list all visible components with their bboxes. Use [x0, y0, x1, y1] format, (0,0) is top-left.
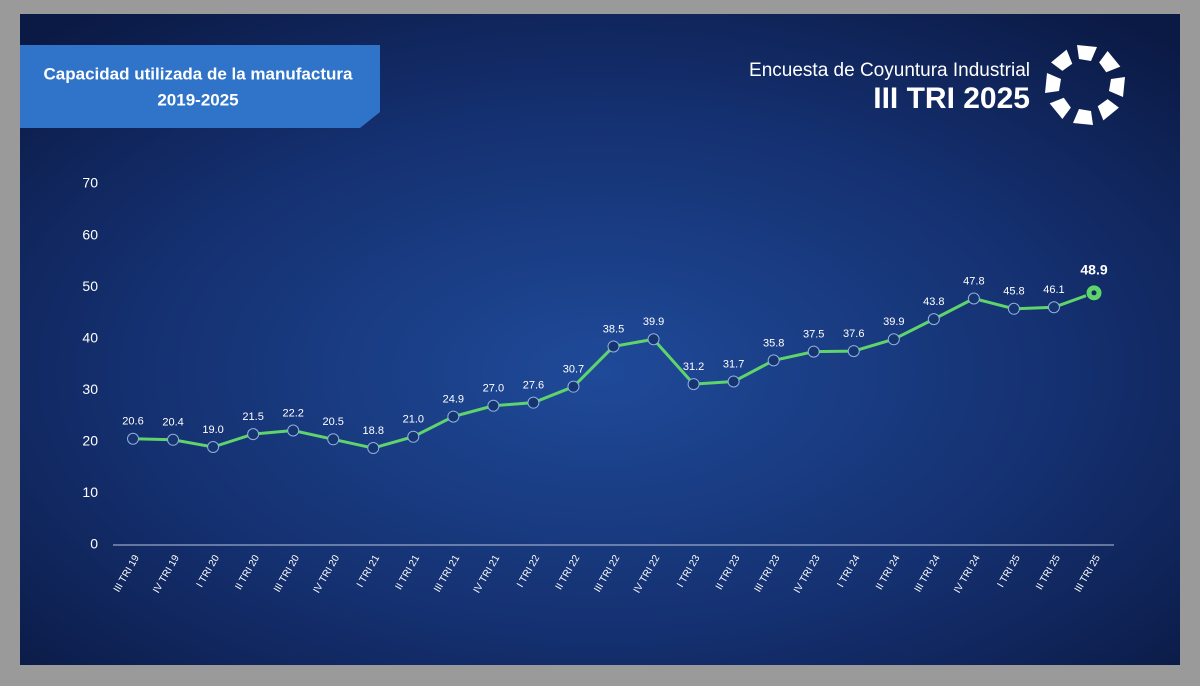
value-label: 38.5 — [603, 323, 624, 335]
value-label: 20.5 — [322, 416, 343, 428]
chart-subtitle: 2019-2025 — [157, 90, 238, 109]
data-point — [407, 430, 420, 443]
header-period: III TRI 2025 — [873, 82, 1030, 115]
value-label: 37.5 — [803, 329, 824, 341]
value-label: 48.9 — [1080, 262, 1107, 278]
data-point — [807, 345, 820, 358]
value-label: 35.8 — [763, 337, 784, 349]
chart-title: Capacidad utilizada de la manufactura — [44, 64, 353, 83]
value-label: 24.9 — [443, 393, 464, 405]
value-label: 19.0 — [202, 424, 223, 436]
data-point — [647, 333, 660, 346]
data-point — [447, 410, 460, 423]
value-label: 27.6 — [523, 380, 544, 392]
data-point — [367, 442, 380, 455]
data-point — [327, 433, 340, 446]
data-point — [767, 354, 780, 367]
value-label: 20.4 — [162, 417, 183, 429]
value-label: 46.1 — [1043, 284, 1064, 296]
value-label: 20.6 — [122, 416, 143, 428]
value-label: 27.0 — [483, 383, 504, 395]
value-label: 43.8 — [923, 296, 944, 308]
value-label: 18.8 — [363, 425, 384, 437]
logo — [1045, 45, 1125, 125]
y-tick-label: 40 — [82, 329, 98, 345]
data-point — [127, 432, 139, 445]
data-point — [887, 333, 900, 346]
data-point — [687, 378, 700, 391]
y-tick-label: 10 — [82, 484, 98, 500]
value-label: 39.9 — [883, 316, 904, 328]
title-box — [20, 45, 380, 128]
data-point — [1007, 302, 1020, 315]
value-label: 45.8 — [1003, 286, 1024, 298]
data-point — [927, 313, 940, 326]
value-label: 39.9 — [643, 316, 664, 328]
value-label: 30.7 — [563, 364, 584, 376]
data-point — [1047, 301, 1060, 314]
data-point — [527, 396, 540, 409]
value-label: 21.0 — [403, 414, 424, 426]
data-point — [207, 441, 220, 454]
data-point — [847, 345, 860, 358]
y-tick-label: 0 — [90, 536, 98, 552]
data-point — [607, 340, 620, 353]
y-tick-label: 20 — [82, 433, 98, 449]
data-point — [567, 380, 580, 393]
data-point — [247, 428, 260, 441]
y-tick-label: 60 — [82, 226, 98, 242]
value-label: 37.6 — [843, 328, 864, 340]
y-tick-label: 50 — [82, 278, 98, 294]
header: Encuesta de Coyuntura Industrial — [749, 60, 1030, 81]
value-label: 31.2 — [683, 361, 704, 373]
y-tick-label: 30 — [82, 381, 98, 397]
data-point-center — [1091, 290, 1097, 296]
value-label: 22.2 — [282, 407, 303, 419]
y-tick-label: 70 — [82, 175, 98, 191]
data-point — [167, 433, 180, 446]
value-label: 21.5 — [242, 411, 263, 423]
data-point — [287, 424, 300, 437]
data-point — [727, 375, 740, 388]
value-label: 31.7 — [723, 358, 744, 370]
value-label: 47.8 — [963, 275, 984, 287]
data-point — [487, 399, 500, 412]
data-point — [967, 292, 980, 305]
